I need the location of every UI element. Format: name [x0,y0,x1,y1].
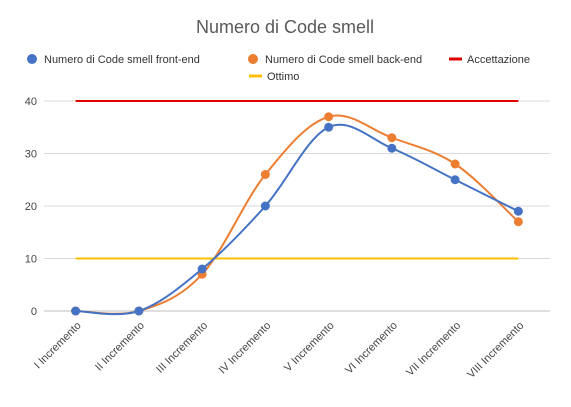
x-tick-label: VII Incremento [404,320,463,379]
x-tick-label: VIII Incremento [465,320,526,381]
data-point [197,264,207,274]
data-point [387,133,397,143]
data-point [513,206,523,216]
chart-title: Numero di Code smell [196,17,374,37]
data-point [387,143,397,153]
legend-item: Ottimo [249,71,299,83]
legend-marker [27,54,37,64]
x-tick-label: II Incremento [93,320,147,374]
y-tick-label: 10 [25,254,37,266]
data-point [260,201,270,211]
legend-label: Numero di Code smell back-end [265,54,422,66]
data-point [324,122,334,132]
legend-item: Numero di Code smell front-end [27,54,200,66]
series-line [75,114,520,315]
series-line [75,123,519,316]
legend-label: Ottimo [267,71,299,83]
x-tick-label: VI Incremento [343,320,400,377]
y-tick-label: 30 [25,149,37,161]
y-axis-ticks: 0 10 20 30 40 [25,96,37,318]
x-tick-label: V Incremento [282,320,337,375]
y-tick-label: 0 [31,306,37,318]
legend-marker [248,54,258,64]
data-point [260,170,270,179]
y-tick-label: 20 [25,201,37,213]
data-point [513,217,523,227]
data-point [450,159,460,169]
y-tick-label: 40 [25,96,37,108]
data-point [450,175,460,185]
legend-label: Accettazione [467,54,530,66]
legend-item: Numero di Code smell back-end [248,54,422,66]
x-axis-ticks: I Incremento II Incremento III Incremento I… [32,320,526,381]
series-lines [71,100,523,316]
series-numero-di-code-smell-front-end [71,122,523,316]
x-tick-label: I Incremento [32,320,84,372]
legend-item: Accettazione [449,54,530,66]
legend-marker [449,57,462,61]
series-numero-di-code-smell-back-end [71,112,523,316]
data-point [324,112,334,122]
x-tick-label: III Incremento [154,320,210,376]
gridlines [44,100,550,312]
legend-label: Numero di Code smell front-end [44,54,200,66]
data-point [134,306,144,316]
legend: Numero di Code smell front-end Numero di … [27,54,530,83]
x-tick-label: IV Incremento [217,320,274,377]
data-point [71,306,81,316]
legend-marker [249,74,262,78]
